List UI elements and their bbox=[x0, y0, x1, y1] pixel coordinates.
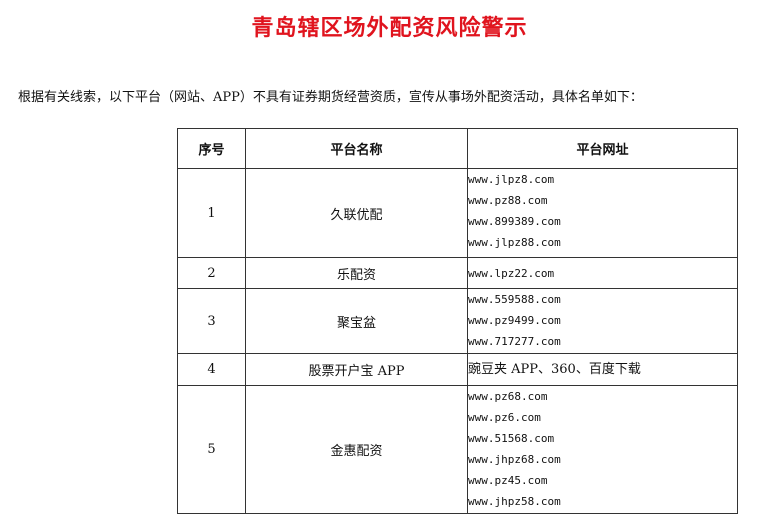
platform-urls: 豌豆夹 APP、360、百度下载 bbox=[467, 353, 738, 386]
row-number: 1 bbox=[177, 168, 246, 258]
platform-urls: www.jlpz8.com www.pz88.com www.899389.com w… bbox=[467, 168, 738, 258]
platform-url: www.717277.com bbox=[468, 335, 561, 348]
header-platform-url: 平台网址 bbox=[467, 128, 738, 169]
platform-urls: www.pz68.com www.pz6.com www.51568.com www.… bbox=[467, 385, 738, 514]
platform-url: www.899389.com bbox=[468, 215, 561, 228]
header-platform-name: 平台名称 bbox=[245, 128, 468, 169]
platform-table: 序号 平台名称 平台网址 1 久联优配 www.jlpz8.com www.pz8… bbox=[177, 128, 738, 514]
platform-url: www.pz68.com bbox=[468, 390, 548, 403]
platform-url: www.jhpz58.com bbox=[468, 495, 561, 508]
platform-url: www.51568.com bbox=[468, 432, 555, 445]
platform-url: www.pz45.com bbox=[468, 474, 548, 487]
intro-paragraph: 根据有关线索，以下平台（网站、APP）不具有证券期货经营资质，宣传从事场外配资活… bbox=[18, 90, 643, 105]
platform-url: www.jlpz8.com bbox=[468, 173, 555, 186]
platform-url: www.pz88.com bbox=[468, 194, 548, 207]
platform-name: 股票开户宝 APP bbox=[245, 353, 468, 386]
table-row: 3 聚宝盆 www.559588.com www.pz9499.com www.71… bbox=[177, 288, 738, 354]
platform-download-source: 豌豆夹 APP、360、百度下载 bbox=[468, 362, 641, 377]
table-row: 4 股票开户宝 APP 豌豆夹 APP、360、百度下载 bbox=[177, 353, 738, 386]
platform-name: 乐配资 bbox=[245, 257, 468, 289]
row-number: 5 bbox=[177, 385, 246, 514]
table-header-row: 序号 平台名称 平台网址 bbox=[177, 128, 738, 169]
platform-url: www.lpz22.com bbox=[468, 267, 555, 280]
platform-url: www.jlpz88.com bbox=[468, 236, 561, 249]
platform-name: 金惠配资 bbox=[245, 385, 468, 514]
platform-url: www.559588.com bbox=[468, 293, 561, 306]
row-number: 3 bbox=[177, 288, 246, 354]
platform-url: www.jhpz68.com bbox=[468, 453, 561, 466]
platform-url: www.pz6.com bbox=[468, 411, 541, 424]
table-row: 1 久联优配 www.jlpz8.com www.pz88.com www.8993… bbox=[177, 168, 738, 258]
page-title: 青岛辖区场外配资风险警示 bbox=[251, 16, 528, 41]
platform-urls: www.lpz22.com bbox=[467, 257, 738, 289]
table-row: 2 乐配资 www.lpz22.com bbox=[177, 257, 738, 289]
platform-name: 聚宝盆 bbox=[245, 288, 468, 354]
table-row: 5 金惠配资 www.pz68.com www.pz6.com www.51568.… bbox=[177, 385, 738, 514]
platform-urls: www.559588.com www.pz9499.com www.717277.c… bbox=[467, 288, 738, 354]
row-number: 2 bbox=[177, 257, 246, 289]
row-number: 4 bbox=[177, 353, 246, 386]
header-number: 序号 bbox=[177, 128, 246, 169]
platform-url: www.pz9499.com bbox=[468, 314, 561, 327]
platform-name: 久联优配 bbox=[245, 168, 468, 258]
